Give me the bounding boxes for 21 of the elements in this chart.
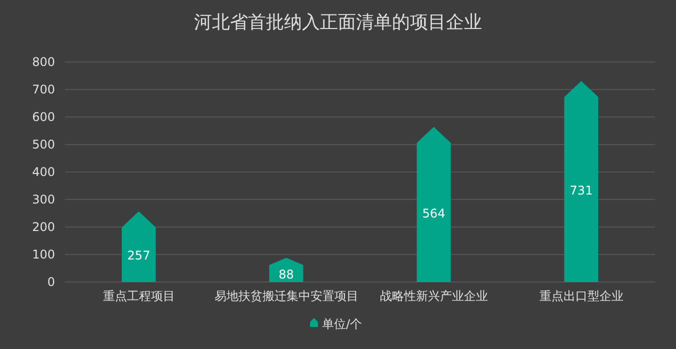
x-tick-label: 重点出口型企业	[539, 289, 624, 303]
y-tick-label: 500	[32, 138, 55, 152]
y-tick-label: 0	[47, 275, 55, 289]
chart-title: 河北省首批纳入正面清单的项目企业	[194, 12, 482, 33]
bar	[416, 126, 451, 282]
y-tick-label: 800	[32, 55, 55, 69]
y-tick-label: 400	[32, 165, 55, 179]
data-label: 257	[127, 248, 150, 263]
y-tick-label: 100	[32, 248, 55, 262]
legend-label: 单位/个	[322, 317, 362, 331]
y-tick-label: 200	[32, 220, 55, 234]
y-tick-label: 700	[32, 82, 55, 96]
data-label: 731	[570, 183, 593, 198]
y-tick-label: 300	[32, 192, 55, 206]
x-tick-label: 战略性新兴产业企业	[380, 289, 488, 303]
data-label: 564	[422, 206, 446, 220]
bar	[564, 80, 598, 282]
x-tick-label: 重点工程项目	[102, 289, 175, 303]
y-tick-label: 600	[32, 110, 55, 124]
x-tick-label: 易地扶贫搬迁集中安置项目	[214, 289, 358, 303]
data-label: 88	[278, 268, 294, 282]
